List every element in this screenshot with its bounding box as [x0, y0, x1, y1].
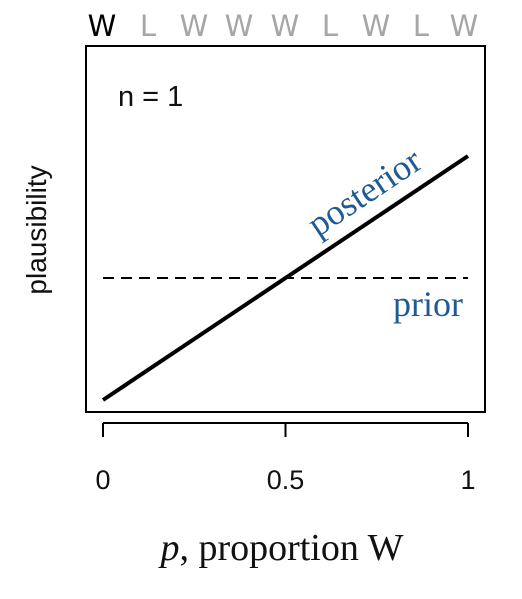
x-tick-label: 0	[95, 465, 110, 495]
x-axis-label-text: , proportion W	[179, 527, 403, 569]
y-axis-label: plausibility	[21, 165, 52, 294]
sequence-token: W	[362, 9, 391, 43]
series-labels: posterior prior	[300, 140, 463, 324]
sequence-token: W	[180, 9, 209, 43]
sequence-token: W	[450, 9, 479, 43]
x-tick-label: 1	[460, 465, 475, 495]
sequence-token: L	[140, 9, 156, 43]
x-axis-label-variable: p	[157, 527, 179, 569]
x-axis: 0 0.5 1	[95, 422, 476, 495]
sequence-token: W	[88, 9, 117, 43]
plot-frame	[85, 45, 486, 413]
x-axis-label: p, proportion W	[157, 527, 403, 569]
sequence-token: L	[413, 9, 429, 43]
prior-label: prior	[393, 284, 463, 324]
x-tick-label: 0.5	[267, 465, 305, 495]
sequence-token: W	[225, 9, 254, 43]
series-lines	[101, 154, 470, 402]
sequence-token: W	[271, 9, 300, 43]
posterior-label: posterior	[300, 140, 429, 244]
sample-count-annotation: n = 1	[118, 81, 183, 113]
sequence-token: L	[322, 9, 338, 43]
